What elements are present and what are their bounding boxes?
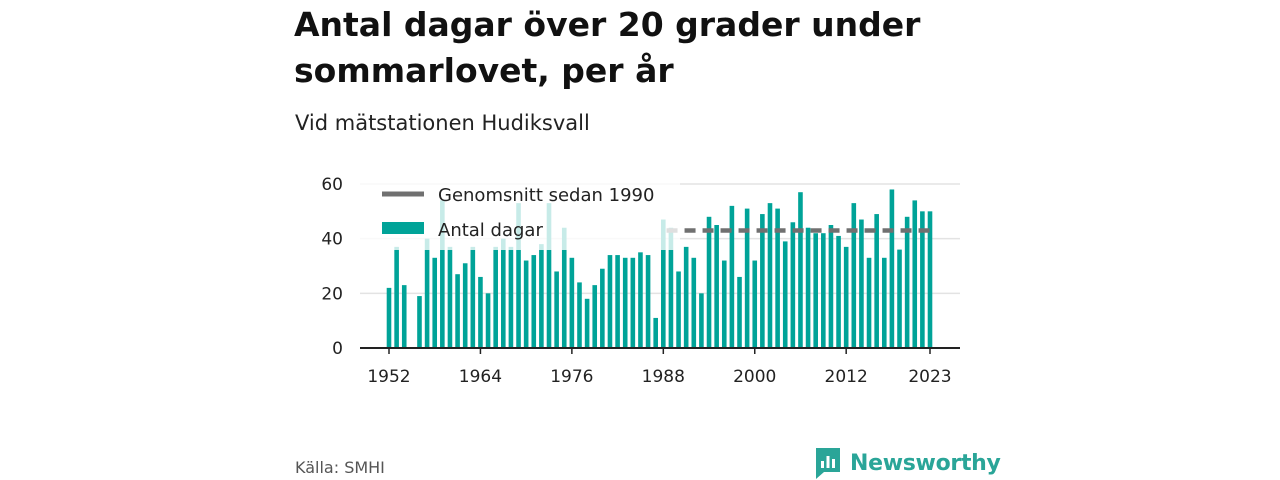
- bar-2018: [889, 189, 895, 348]
- bar-1954: [401, 285, 407, 348]
- bar-1957: [424, 238, 430, 348]
- bar-1999: [744, 208, 750, 348]
- x-tick-2000: 2000: [733, 367, 776, 387]
- bar-2006: [798, 192, 803, 348]
- bar-1972: [539, 244, 544, 348]
- bar-1973: [546, 203, 552, 348]
- bar-1978: [584, 298, 590, 348]
- x-axis-ticks: 1952 1964 1976 1988 2000 2012 2023: [367, 348, 952, 387]
- bar-1985: [638, 252, 643, 348]
- bar-2019: [897, 249, 902, 348]
- bar-1991: [683, 246, 689, 348]
- legend: Genomsnitt sedan 1990 Antal dagar: [356, 178, 680, 250]
- bar-1993: [699, 293, 704, 348]
- y-tick-20: 20: [321, 284, 343, 304]
- bar-1998: [737, 276, 742, 348]
- bar-1952: [386, 287, 392, 348]
- legend-bar-swatch: [382, 222, 424, 234]
- bar-1986: [645, 255, 651, 348]
- bar-1967: [501, 238, 506, 348]
- bar-1960: [447, 246, 453, 348]
- bar-1995: [714, 225, 719, 348]
- bar-2020: [904, 216, 910, 348]
- legend-label-days: Antal dagar: [438, 220, 543, 241]
- bar-1966: [493, 246, 498, 348]
- bar-1975: [561, 227, 567, 348]
- bar-1971: [531, 255, 537, 348]
- bar-1990: [676, 271, 681, 348]
- y-tick-60: 60: [321, 175, 343, 195]
- bar-2012: [843, 246, 849, 348]
- bar-2011: [836, 235, 841, 348]
- x-tick-1964: 1964: [459, 367, 502, 387]
- bar-2004: [782, 241, 788, 348]
- newsworthy-logo-icon: [816, 448, 840, 479]
- bar-1962: [462, 263, 468, 348]
- brand-name: Newsworthy: [850, 450, 1001, 476]
- bar-1969: [516, 203, 521, 348]
- legend-background: [356, 178, 680, 250]
- legend-label-average: Genomsnitt sedan 1990: [438, 185, 654, 206]
- bar-1965: [485, 293, 491, 348]
- bar-2017: [881, 257, 887, 348]
- bar-1959: [440, 200, 445, 348]
- bar-1980: [600, 268, 605, 348]
- chart-subtitle: Vid mätstationen Hudiksvall: [295, 111, 590, 135]
- bar-1979: [592, 285, 598, 348]
- x-tick-1976: 1976: [550, 367, 593, 387]
- bar-2013: [851, 203, 857, 348]
- bar-1982: [615, 255, 620, 348]
- bar-2009: [821, 233, 826, 348]
- y-tick-40: 40: [321, 230, 343, 250]
- x-tick-1988: 1988: [642, 367, 685, 387]
- bar-1992: [691, 257, 697, 348]
- bars: [386, 189, 933, 348]
- bar-2014: [859, 219, 864, 348]
- bar-1977: [577, 282, 582, 348]
- bar-2023: [927, 211, 933, 348]
- source-note: Källa: SMHI: [295, 458, 385, 477]
- bar-1989: [668, 227, 674, 348]
- bar-2008: [813, 233, 818, 348]
- bar-1981: [607, 255, 613, 348]
- y-tick-0: 0: [332, 339, 343, 359]
- bar-2000: [752, 260, 758, 348]
- bar-1953: [394, 246, 399, 348]
- bar-2016: [874, 214, 879, 348]
- bar-1996: [721, 260, 727, 348]
- bar-1956: [417, 296, 422, 348]
- bar-2022: [920, 211, 925, 348]
- bar-1994: [706, 216, 712, 348]
- bar-2007: [805, 227, 811, 348]
- x-tick-1952: 1952: [367, 367, 410, 387]
- bar-2003: [775, 208, 780, 348]
- bar-1970: [523, 260, 529, 348]
- bar-1974: [554, 271, 559, 348]
- bar-1997: [729, 205, 735, 348]
- bar-1988: [661, 219, 666, 348]
- bar-1984: [630, 257, 636, 348]
- bar-2015: [866, 257, 872, 348]
- bar-2021: [912, 200, 918, 348]
- x-tick-2012: 2012: [825, 367, 868, 387]
- bar-1963: [470, 246, 476, 348]
- bar-1964: [478, 276, 483, 348]
- bar-1976: [569, 257, 575, 348]
- y-axis-ticks: 0 20 40 60: [321, 175, 343, 359]
- bar-1958: [432, 257, 438, 348]
- bar-2005: [790, 222, 796, 348]
- bar-2001: [760, 214, 765, 348]
- bar-2010: [828, 225, 834, 348]
- bar-1987: [653, 317, 658, 348]
- bar-1961: [455, 274, 460, 348]
- brand-logo: Newsworthy: [814, 446, 1001, 480]
- chart-title: Antal dagar över 20 grader under sommarl…: [294, 5, 921, 90]
- x-tick-2023: 2023: [908, 367, 951, 387]
- bar-2002: [767, 203, 773, 348]
- bar-1968: [508, 246, 514, 348]
- bar-1983: [622, 257, 628, 348]
